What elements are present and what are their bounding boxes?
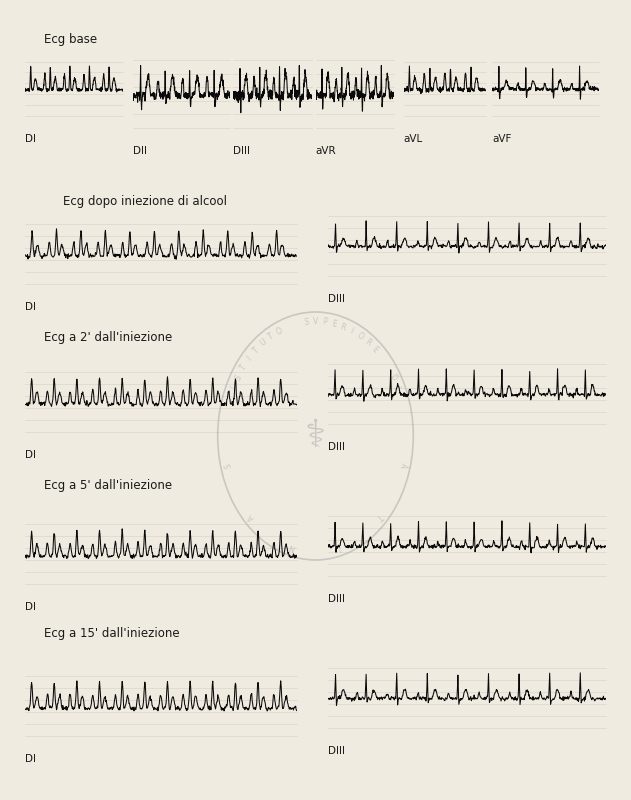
Text: I: I [229,385,239,390]
Text: Ecg a 2' dall'iniezione: Ecg a 2' dall'iniezione [44,331,172,344]
Text: S: S [223,462,233,469]
Text: I: I [349,326,355,336]
Text: Ecg base: Ecg base [44,34,97,46]
Text: DI: DI [25,754,36,763]
Text: Ecg a 5' dall'iniezione: Ecg a 5' dall'iniezione [44,479,172,492]
Text: aVF: aVF [492,134,512,144]
Text: I: I [392,385,402,390]
Text: S: S [304,318,309,327]
Text: T: T [239,363,248,372]
Text: E: E [370,345,380,355]
Text: A: A [247,512,257,522]
Text: DIII: DIII [328,442,345,451]
Text: O: O [355,331,365,342]
Text: S: S [233,373,243,382]
Text: Ecg a 15' dall'iniezione: Ecg a 15' dall'iniezione [44,627,180,640]
Text: DIII: DIII [328,594,345,603]
Text: V: V [313,317,318,326]
Text: P: P [322,318,327,327]
Text: DI: DI [25,450,36,459]
Text: D: D [387,373,398,382]
Text: R: R [339,322,347,332]
Text: DI: DI [25,134,36,144]
Text: I: I [336,542,341,551]
Text: T: T [374,512,384,522]
Text: T: T [251,346,261,355]
Text: DIII: DIII [328,746,345,755]
Text: U: U [258,338,268,348]
Text: O: O [275,326,284,337]
Text: DIII: DIII [233,146,251,155]
Text: aVR: aVR [316,146,336,155]
Text: À: À [398,462,408,470]
Text: DIII: DIII [328,294,345,304]
Text: T: T [267,331,275,342]
Text: aVL: aVL [404,134,423,144]
Text: I: I [245,354,253,362]
Text: ⚕: ⚕ [305,417,326,455]
Text: N: N [288,542,296,551]
Text: DI: DI [25,302,36,312]
Text: R: R [363,338,373,348]
Text: DI: DI [25,602,36,611]
Text: DII: DII [133,146,146,155]
Text: E: E [331,319,337,329]
Text: Ecg dopo iniezione di alcool: Ecg dopo iniezione di alcool [63,195,227,208]
